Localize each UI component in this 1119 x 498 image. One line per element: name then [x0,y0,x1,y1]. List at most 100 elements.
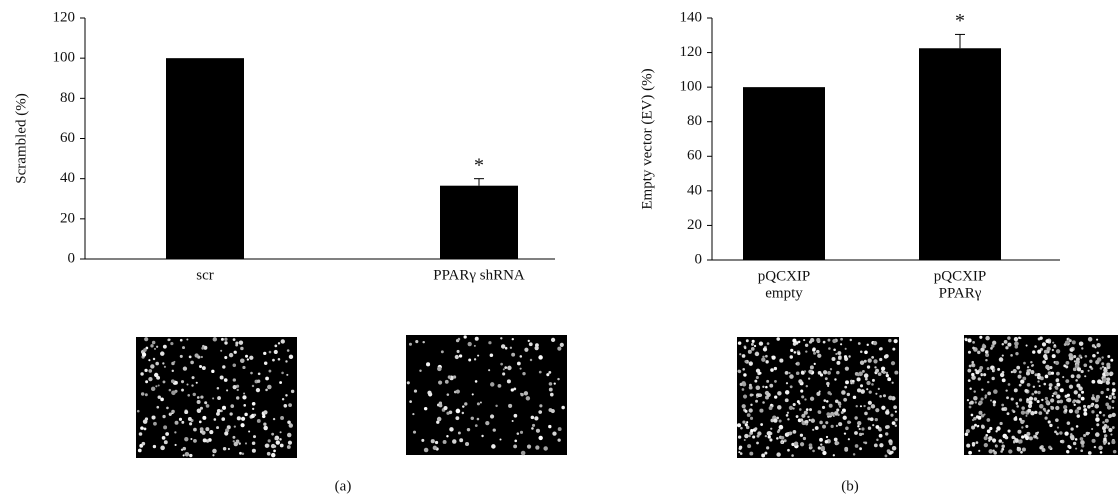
cell-nucleus [432,445,438,450]
cell-nucleus [861,427,865,431]
cell-nucleus [816,391,821,396]
cell-nucleus [236,416,241,421]
cell-nucleus [251,441,256,446]
cell-nucleus [834,378,837,381]
cell-nucleus [182,366,188,371]
cell-nucleus [1096,423,1100,427]
cell-nucleus [800,418,804,422]
cell-nucleus [774,395,778,399]
cell-nucleus [742,394,748,399]
cell-nucleus [826,381,830,386]
cell-nucleus [160,351,165,356]
cell-nucleus [885,371,889,375]
cell-nucleus [1039,404,1044,409]
cell-nucleus [1099,367,1103,370]
cell-nucleus [528,342,533,347]
y-tick-label: 100 [680,79,703,95]
cell-nucleus [1014,416,1018,419]
cell-nucleus [1070,374,1075,379]
cell-nucleus [764,434,768,438]
cell-nucleus [741,354,746,358]
cell-nucleus [750,347,755,351]
cell-nucleus [230,404,235,408]
cell-nucleus [1070,436,1075,441]
cell-nucleus [1039,336,1043,340]
cell-nucleus [854,444,859,448]
cell-nucleus [983,436,988,441]
cell-nucleus [1090,403,1094,408]
cell-nucleus [490,382,495,387]
cell-nucleus [974,401,977,404]
cell-nucleus [228,352,234,358]
cell-nucleus [181,388,184,392]
cell-nucleus [1107,442,1111,445]
cell-nucleus [753,344,757,348]
x-tick-label: PPARγ [939,285,982,301]
cell-nucleus [827,371,831,375]
cell-nucleus [500,344,506,349]
cell-nucleus [1101,365,1105,369]
cell-nucleus [1063,364,1067,368]
cell-nucleus [761,357,766,362]
cell-nucleus [754,379,758,383]
cell-nucleus [863,441,866,444]
cell-nucleus [749,393,753,397]
cell-nucleus [1091,427,1094,431]
cell-nucleus [971,375,976,380]
cell-nucleus [1025,424,1029,428]
cell-nucleus [168,338,171,341]
cell-nucleus [847,438,850,441]
cell-nucleus [468,358,472,362]
cell-nucleus [776,337,781,341]
cell-nucleus [1027,403,1033,409]
cell-nucleus [795,362,798,365]
cell-nucleus [746,413,751,417]
cell-nucleus [434,440,439,445]
cell-nucleus [1064,431,1069,436]
cell-nucleus [789,374,794,379]
cell-nucleus [858,427,861,431]
cell-nucleus [993,368,996,371]
cell-nucleus [1011,435,1016,440]
cell-nucleus [1094,432,1100,437]
cell-nucleus [513,387,517,391]
cell-nucleus [1083,363,1088,368]
cell-nucleus [1078,341,1084,346]
cell-nucleus [879,443,884,448]
cell-nucleus [879,347,883,351]
cell-nucleus [1070,348,1074,352]
cell-nucleus [874,417,878,422]
cell-nucleus [870,404,876,409]
cell-nucleus [1063,405,1068,410]
cell-nucleus [1004,435,1009,440]
cell-nucleus [1073,390,1078,395]
cell-nucleus [1001,441,1004,444]
cell-nucleus [748,385,753,390]
cell-nucleus [244,442,248,445]
cell-nucleus [891,421,896,426]
cell-nucleus [1059,399,1064,404]
cell-nucleus [987,391,992,396]
cell-nucleus [857,425,860,428]
cell-nucleus [1087,369,1090,372]
cell-nucleus [189,453,193,458]
cell-nucleus [273,449,276,453]
cell-nucleus [281,371,284,375]
cell-nucleus [978,449,981,452]
cell-nucleus [770,427,773,430]
cell-nucleus [534,416,539,421]
cell-nucleus [140,392,145,396]
cell-nucleus [222,447,227,451]
cell-nucleus [235,384,240,388]
cell-nucleus [524,347,529,352]
cell-nucleus [253,435,257,439]
cell-nucleus [756,434,760,438]
x-tick-label: empty [765,285,803,301]
cell-nucleus [750,342,754,346]
cell-nucleus [1073,354,1077,359]
cell-nucleus [222,405,227,410]
cell-nucleus [178,417,183,421]
cell-nucleus [985,353,990,358]
cell-nucleus [557,438,561,442]
cell-nucleus [1083,411,1088,416]
